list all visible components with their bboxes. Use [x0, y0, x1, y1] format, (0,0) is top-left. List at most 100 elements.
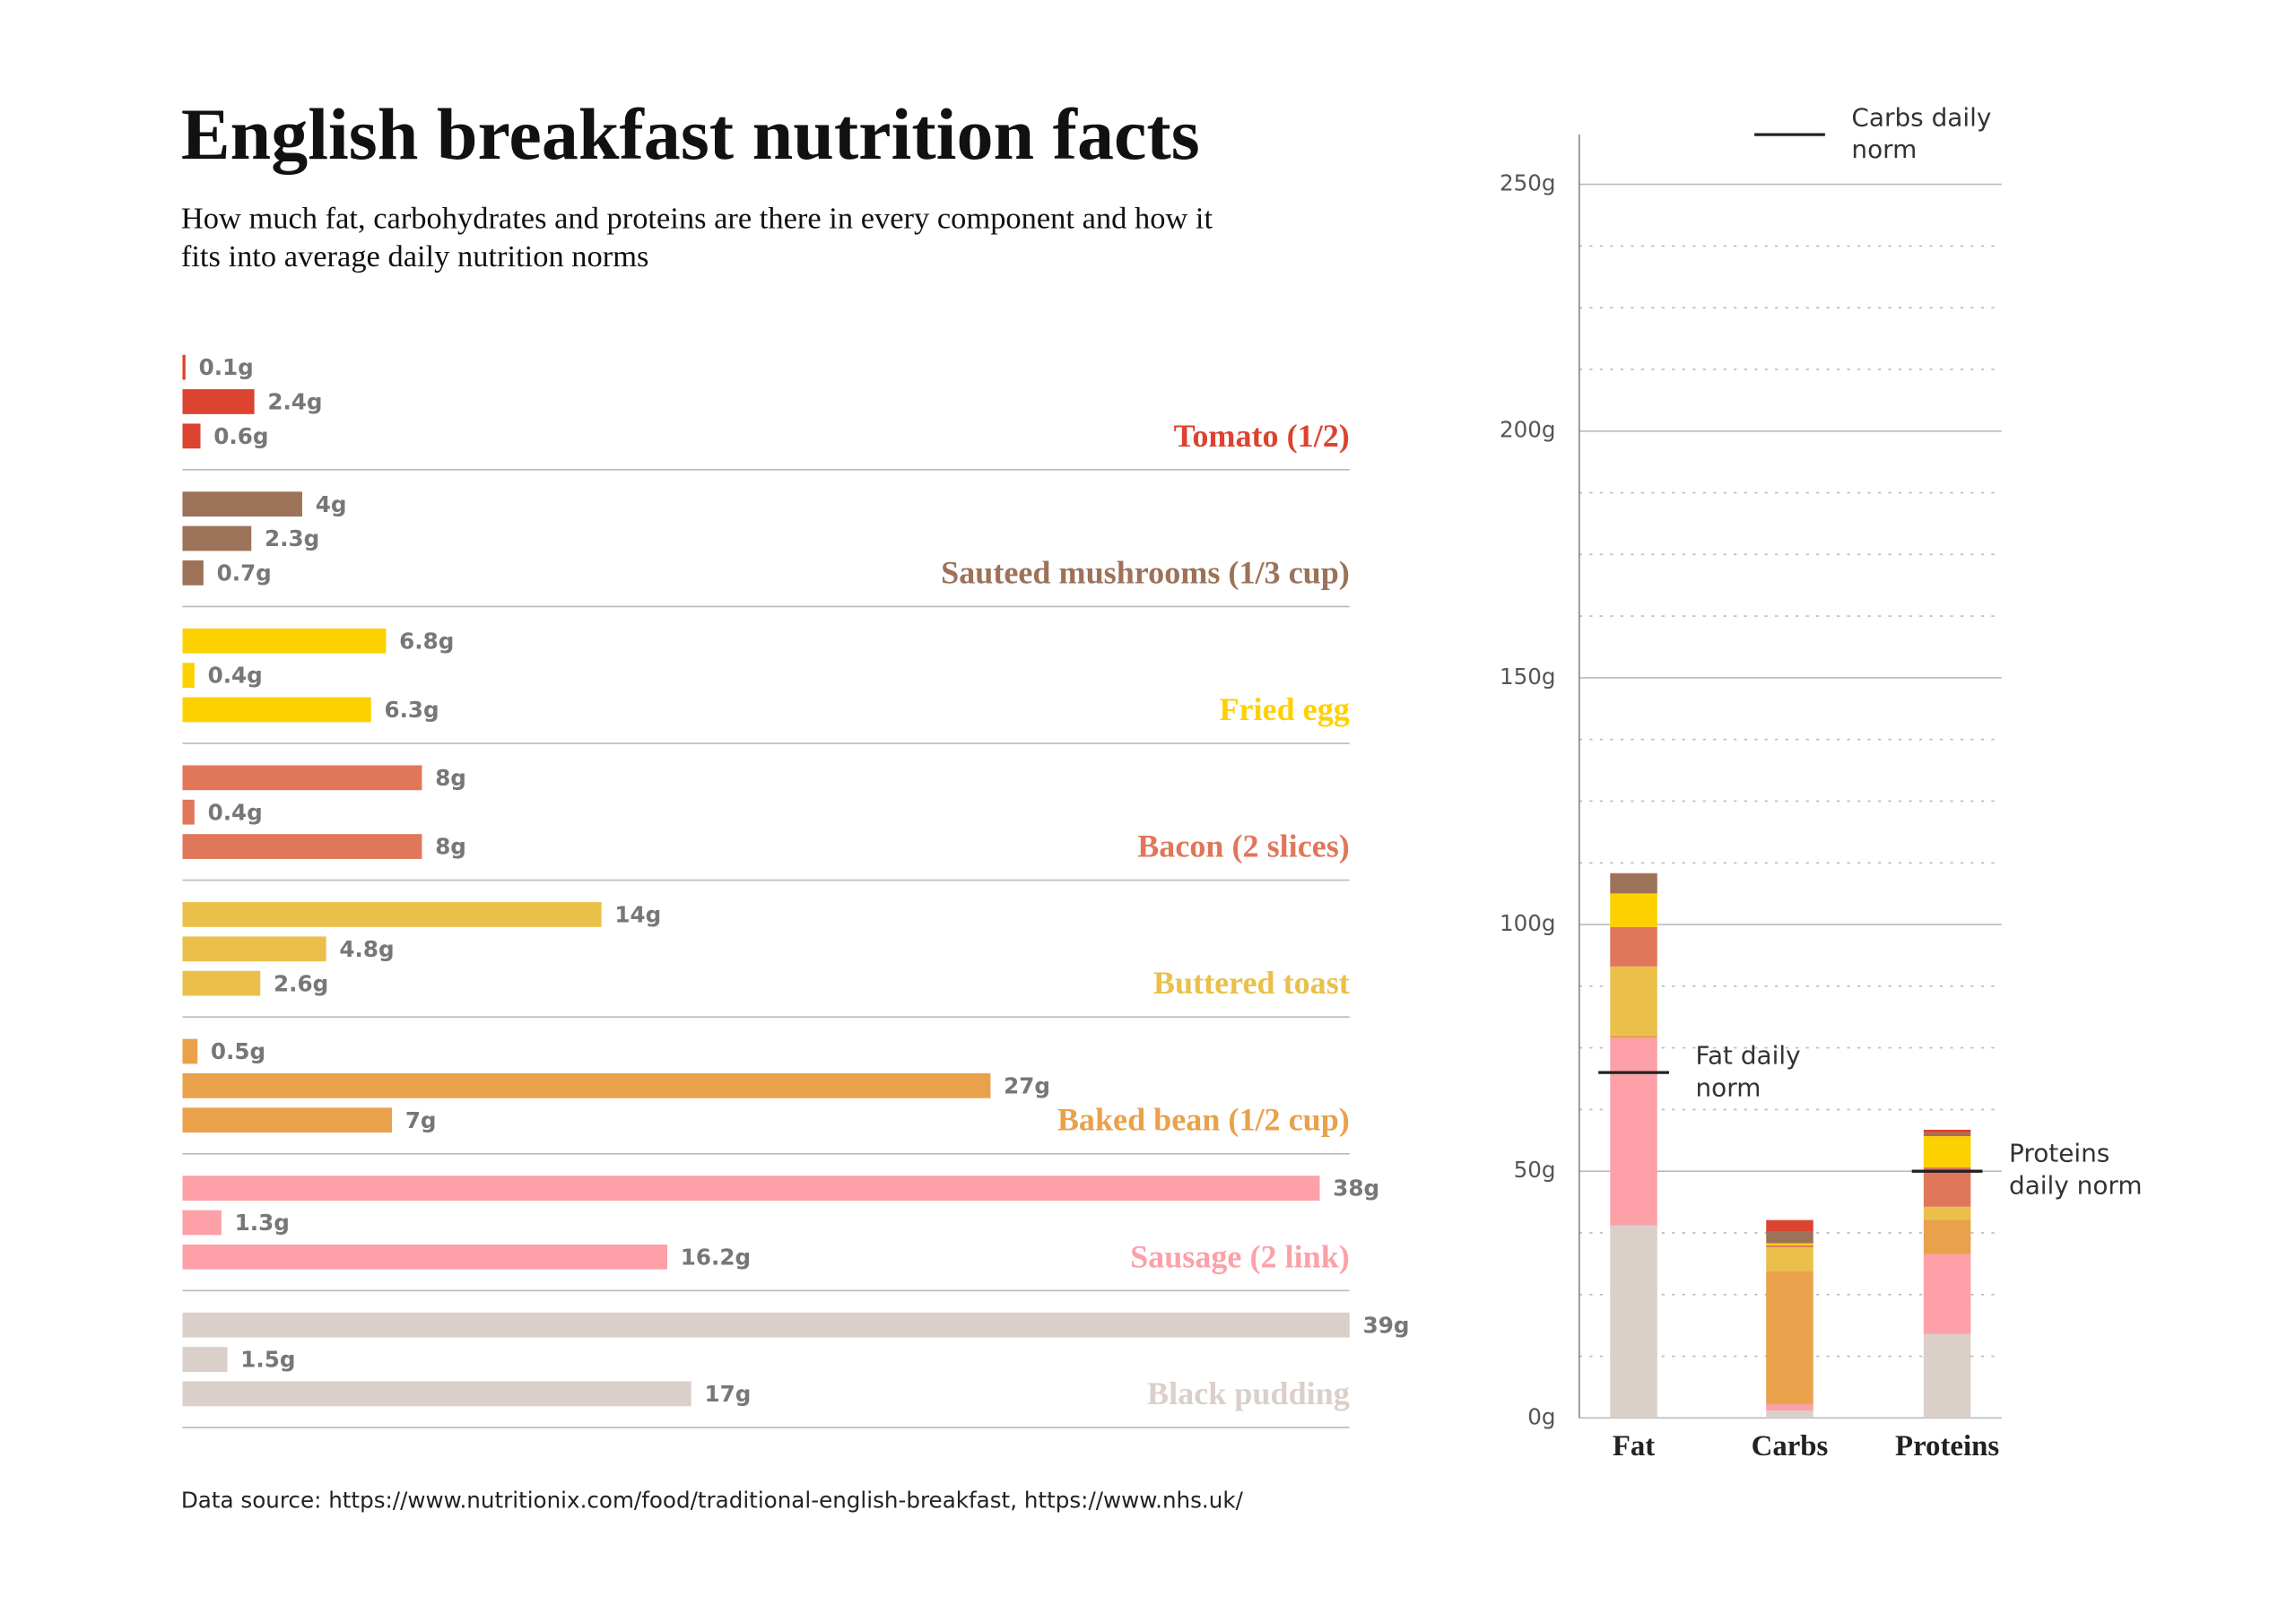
stack-segment — [1766, 1245, 1813, 1247]
value-label: 0.6g — [213, 423, 268, 449]
stack-segment — [1766, 1410, 1813, 1419]
value-label: 7g — [405, 1107, 437, 1133]
bar — [182, 628, 387, 654]
stack-segment — [1610, 966, 1657, 1036]
y-tick-label: 200g — [1500, 417, 1556, 443]
stack-segment — [1923, 1136, 1971, 1167]
stack-segment — [1766, 1219, 1813, 1232]
y-tick-label: 250g — [1500, 170, 1556, 196]
y-tick-label: 0g — [1527, 1403, 1555, 1429]
bar — [182, 902, 602, 927]
stack-segment — [1923, 1219, 1971, 1254]
stack-segment — [1610, 926, 1657, 967]
bar — [182, 491, 302, 517]
value-label: 2.4g — [267, 389, 322, 415]
value-label: 38g — [1333, 1176, 1379, 1202]
y-tick-label: 150g — [1500, 664, 1556, 690]
stack-segment — [1610, 1225, 1657, 1419]
value-label: 1.5g — [240, 1347, 295, 1373]
bar — [182, 1176, 1320, 1201]
food-label: Buttered toast — [1153, 965, 1350, 1001]
value-label: 27g — [1004, 1073, 1050, 1099]
stack-segment — [1766, 1246, 1813, 1271]
stack-segment — [1610, 1037, 1657, 1226]
value-label: 0.4g — [208, 663, 263, 689]
stack-segment — [1766, 1231, 1813, 1244]
food-label: Sausage (2 link) — [1130, 1238, 1350, 1274]
source: Data source: https://www.nutritionix.com… — [181, 1487, 1244, 1513]
stack-segment — [1923, 1167, 1971, 1207]
bar — [182, 1312, 1350, 1338]
norm-label-box: Proteins daily norm — [2009, 1140, 2143, 1202]
stack-segment — [1766, 1403, 1813, 1411]
bar — [182, 1107, 393, 1133]
x-tick-label: Carbs — [1752, 1430, 1829, 1462]
bar — [182, 1244, 668, 1270]
subtitle-box: How much fat, carbohydrates and proteins… — [180, 200, 1213, 274]
bar — [182, 834, 422, 859]
bar — [182, 1347, 228, 1372]
bar — [182, 663, 195, 688]
bar — [182, 560, 204, 586]
bar — [182, 936, 326, 962]
food-label: Sauteed mushrooms (1/3 cup) — [941, 554, 1350, 590]
bar — [182, 525, 252, 551]
bar — [182, 765, 422, 791]
food-label: Fried egg — [1219, 691, 1349, 727]
norm-label: Carbs daily norm — [1851, 103, 1992, 166]
value-label: 8g — [435, 834, 466, 860]
bar — [182, 423, 201, 449]
stack-segment — [1923, 1254, 1971, 1334]
value-label: 0.7g — [217, 560, 272, 586]
food-label: Baked bean (1/2 cup) — [1057, 1102, 1350, 1138]
title: English breakfast nutrition facts — [181, 93, 1200, 175]
value-label: 6.8g — [399, 628, 454, 654]
value-label: 1.3g — [235, 1210, 290, 1236]
value-label: 2.6g — [274, 970, 328, 996]
x-tick-label: Fat — [1613, 1430, 1655, 1462]
stack-segment — [1923, 1333, 1971, 1419]
stack-segment — [1923, 1132, 1971, 1137]
stack-segment — [1923, 1129, 1971, 1133]
stack-segment — [1610, 893, 1657, 927]
stack-segment — [1610, 873, 1657, 894]
value-label: 4g — [316, 491, 347, 517]
stack-segment — [1610, 872, 1657, 874]
bar — [182, 354, 186, 380]
stack-segment — [1610, 1035, 1657, 1038]
value-label: 4.8g — [339, 936, 394, 962]
value-label: 17g — [705, 1381, 752, 1407]
value-label: 0.4g — [208, 799, 263, 825]
norm-label: Fat daily norm — [1695, 1041, 1801, 1104]
bar — [182, 970, 261, 996]
value-label: 2.3g — [265, 525, 319, 551]
stack-segment — [1766, 1271, 1813, 1404]
bar — [182, 1073, 991, 1098]
norm-label-box: Fat daily norm — [1695, 1041, 1801, 1104]
value-label: 6.3g — [384, 697, 439, 723]
value-label: 0.1g — [199, 354, 254, 380]
bar — [182, 799, 195, 825]
x-tick-label: Proteins — [1895, 1430, 1999, 1462]
value-label: 0.5g — [211, 1038, 265, 1064]
y-tick-label: 50g — [1514, 1157, 1556, 1183]
value-label: 14g — [614, 902, 661, 928]
norm-label-box: Carbs daily norm — [1851, 103, 1992, 166]
bar — [182, 389, 255, 414]
norm-label: Proteins daily norm — [2009, 1140, 2143, 1202]
value-label: 8g — [435, 765, 466, 791]
value-label: 16.2g — [681, 1244, 751, 1270]
bar — [182, 1210, 222, 1236]
food-label: Black pudding — [1147, 1375, 1350, 1411]
bar — [182, 697, 371, 723]
stack-segment — [1766, 1243, 1813, 1245]
value-label: 39g — [1363, 1312, 1410, 1338]
food-label: Bacon (2 slices) — [1137, 829, 1350, 864]
stack-segment — [1923, 1206, 1971, 1220]
subtitle: How much fat, carbohydrates and proteins… — [180, 200, 1213, 274]
bar — [182, 1038, 198, 1064]
bar — [182, 1381, 691, 1407]
food-label: Tomato (1/2) — [1174, 418, 1350, 454]
